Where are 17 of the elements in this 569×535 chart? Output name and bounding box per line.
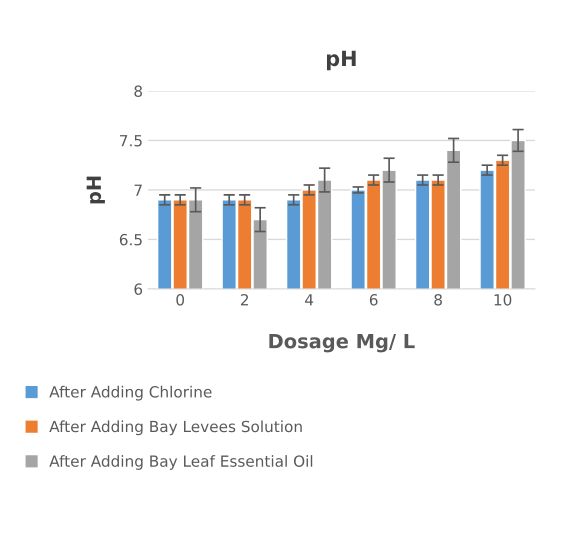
- legend-label: After Adding Bay Leaf Essential Oil: [49, 455, 312, 470]
- legend-label: After Adding Bay Levees Solution: [49, 420, 302, 436]
- x-axis-title: Dosage Mg/ L: [269, 334, 415, 352]
- y-axis-title: pH: [86, 176, 105, 204]
- x-tick-label: 4: [305, 294, 314, 306]
- x-tick-label: 6: [370, 294, 378, 306]
- y-tick-label: 6: [134, 283, 142, 295]
- y-tick-label: 7: [134, 184, 142, 196]
- x-tick-label: 2: [240, 294, 248, 306]
- x-tick-label: 0: [176, 294, 184, 306]
- legend-label: After Adding Chlorine: [49, 386, 212, 401]
- x-tick-label: 10: [494, 294, 512, 306]
- y-tick-label: 6.5: [120, 234, 142, 246]
- y-tick-label: 7.5: [120, 135, 142, 146]
- x-tick-label: 8: [434, 294, 442, 306]
- chart-title: pH: [326, 50, 356, 70]
- y-tick-label: 8: [134, 85, 142, 97]
